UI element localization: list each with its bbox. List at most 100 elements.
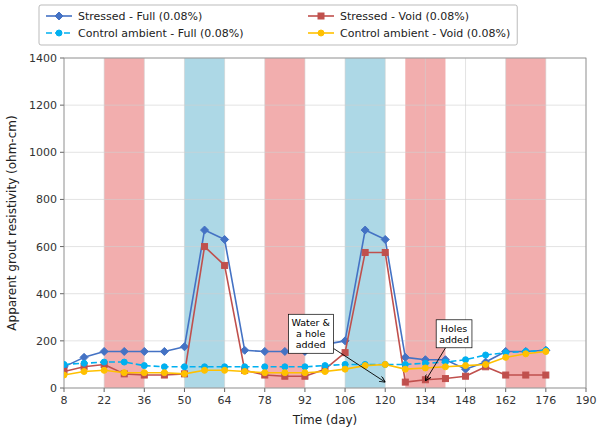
tick [345, 388, 346, 392]
point [302, 370, 308, 376]
point [483, 352, 489, 358]
point [282, 370, 288, 376]
annotation-line: Holes [441, 323, 467, 334]
point [181, 371, 187, 377]
series [64, 226, 550, 385]
point [262, 370, 268, 376]
band [345, 58, 385, 388]
legend-marker [56, 30, 62, 36]
point [381, 236, 389, 244]
point [463, 363, 469, 369]
series-line [64, 351, 546, 375]
point [261, 347, 269, 355]
tick [64, 388, 65, 392]
tick [60, 293, 64, 294]
point [342, 366, 348, 372]
band [104, 58, 144, 388]
tick-label: 134 [415, 394, 436, 407]
point [463, 357, 469, 363]
tick [60, 199, 64, 200]
annotation: Holesadded [425, 320, 472, 381]
tick [465, 388, 466, 392]
grid-line [385, 58, 386, 388]
point [322, 363, 328, 369]
tick-label: 36 [137, 394, 151, 407]
tick [545, 388, 546, 392]
y-axis-label: Apparent grout resistivity (ohm-cm) [5, 115, 19, 330]
point [402, 379, 408, 385]
point [281, 347, 289, 355]
legend-marker [318, 13, 324, 19]
grid-line [64, 199, 586, 200]
series-line [64, 247, 546, 383]
legend-marker [318, 30, 324, 36]
point [262, 364, 268, 370]
series-line [64, 230, 546, 369]
tick-label: 800 [36, 193, 57, 206]
legend-label: Stressed - Void (0.08%) [340, 10, 469, 23]
grid-line [425, 58, 426, 388]
series-group [64, 226, 550, 373]
annotation-box [288, 314, 333, 353]
point [242, 369, 248, 375]
annotation-text: Holesadded [439, 323, 469, 345]
chart: 8223650647892106120134148162176190020040… [0, 0, 600, 434]
legend-label: Stressed - Full (0.08%) [78, 10, 202, 23]
tick-label: 1000 [29, 146, 57, 159]
point [442, 364, 448, 370]
tick-label: 148 [455, 394, 476, 407]
point [120, 347, 128, 355]
tick-label: 400 [36, 288, 57, 301]
annotation-line: added [296, 339, 326, 350]
point [382, 249, 388, 255]
grid-line [545, 58, 546, 388]
tick [60, 58, 64, 59]
point [140, 347, 148, 355]
point [64, 361, 67, 367]
point [181, 364, 187, 370]
grid-line [184, 58, 185, 388]
grid-line [104, 58, 105, 388]
tick-label: 92 [298, 394, 312, 407]
point [202, 244, 208, 250]
plot-frame [64, 58, 586, 388]
bands [104, 58, 546, 388]
tick-label: 50 [177, 394, 191, 407]
point [141, 370, 147, 376]
tick-label: 120 [375, 394, 396, 407]
annotation-line: Water & [291, 317, 330, 328]
tick [144, 388, 145, 392]
tick-label: 1400 [29, 52, 57, 65]
legend-label: Control ambient - Full (0.08%) [78, 27, 244, 40]
annotation-arrow [425, 348, 445, 381]
legend: Stressed - Full (0.08%) Stressed - Void (… [39, 5, 517, 45]
grid [64, 58, 586, 388]
tick [304, 388, 305, 392]
annotation-arrow [334, 348, 386, 382]
tick [224, 388, 225, 392]
point [81, 360, 87, 366]
tick [104, 388, 105, 392]
point [542, 346, 550, 354]
point [463, 373, 469, 379]
legend-label: Control ambient - Void (0.08%) [340, 27, 510, 40]
tick-label: 78 [258, 394, 272, 407]
tick [586, 388, 587, 392]
annotation-box [436, 320, 472, 348]
legend-marker [55, 12, 63, 20]
tick [385, 388, 386, 392]
point [402, 366, 408, 372]
tick-label: 162 [495, 394, 516, 407]
point [202, 367, 208, 373]
annotation-line: added [439, 334, 469, 345]
point [483, 361, 489, 367]
annotation-line: a hole [296, 328, 325, 339]
annotation-text: Water &a holeadded [291, 317, 330, 350]
annotations: Water &a holeaddedHolesadded [288, 314, 472, 382]
point [543, 372, 549, 378]
tick-label: 106 [335, 394, 356, 407]
grid-line [64, 246, 586, 247]
point [64, 372, 67, 378]
point [382, 361, 388, 367]
tick-label: 1200 [29, 99, 57, 112]
